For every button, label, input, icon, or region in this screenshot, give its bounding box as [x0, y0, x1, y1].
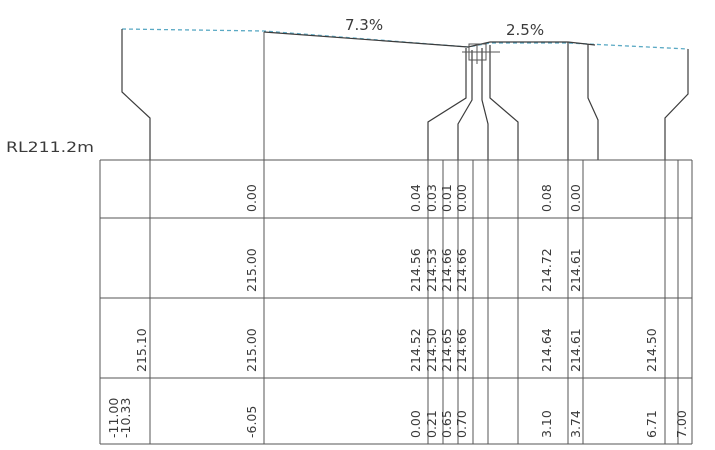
offset-value: -6.05 — [244, 406, 259, 438]
existing-level-value: 214.65 — [439, 328, 454, 372]
cut-fill-value: 0.03 — [424, 184, 439, 212]
existing-level-value: 214.61 — [568, 328, 583, 372]
pier-column-outline — [489, 45, 519, 160]
design-level-value: 214.66 — [454, 248, 469, 292]
deck-top-line — [263, 31, 596, 48]
offset-value: 0.65 — [439, 410, 454, 438]
grade-label-left: 7.3% — [345, 16, 383, 34]
offset-value: 0.21 — [424, 410, 439, 438]
right-embankment-outline — [664, 49, 689, 160]
cut-fill-value: 0.01 — [439, 184, 454, 212]
offset-value: 6.71 — [644, 410, 659, 438]
existing-level-value: 214.64 — [539, 328, 554, 372]
cut-fill-value: 0.00 — [568, 184, 583, 212]
existing-level-value: 214.52 — [408, 328, 423, 372]
right-pier-outline — [587, 44, 599, 160]
design-level-value: 214.61 — [568, 248, 583, 292]
offset-value: -10.33 — [118, 398, 133, 438]
existing-level-value: 215.10 — [134, 328, 149, 372]
grade-label-right: 2.5% — [506, 21, 544, 39]
existing-level-value: 215.00 — [244, 328, 259, 372]
pier-column-outline — [427, 48, 467, 160]
offset-value: 0.00 — [408, 410, 423, 438]
pier-column-outline — [481, 48, 489, 160]
datum-label: RL211.2m — [6, 140, 94, 156]
design-level-value: 214.66 — [439, 248, 454, 292]
design-surface-line — [121, 28, 689, 50]
setout-table-grid — [99, 159, 693, 445]
cut-fill-value: 0.00 — [454, 184, 469, 212]
offset-value: 3.10 — [539, 410, 554, 438]
existing-level-value: 214.66 — [454, 328, 469, 372]
offset-value: 0.70 — [454, 410, 469, 438]
existing-level-value: 214.50 — [424, 328, 439, 372]
pier-column-outline — [457, 50, 473, 160]
left-embankment-outline — [121, 29, 151, 160]
cut-fill-value: 0.00 — [244, 184, 259, 212]
design-level-value: 214.53 — [424, 248, 439, 292]
design-level-value: 215.00 — [244, 248, 259, 292]
existing-level-value: 214.50 — [644, 328, 659, 372]
cut-fill-value: 0.04 — [408, 184, 423, 212]
offset-value: 3.74 — [568, 410, 583, 438]
design-level-value: 214.72 — [539, 248, 554, 292]
design-level-value: 214.56 — [408, 248, 423, 292]
offset-value: -11.00 — [106, 398, 121, 438]
offset-value: 7.00 — [674, 410, 689, 438]
cut-fill-value: 0.08 — [539, 184, 554, 212]
